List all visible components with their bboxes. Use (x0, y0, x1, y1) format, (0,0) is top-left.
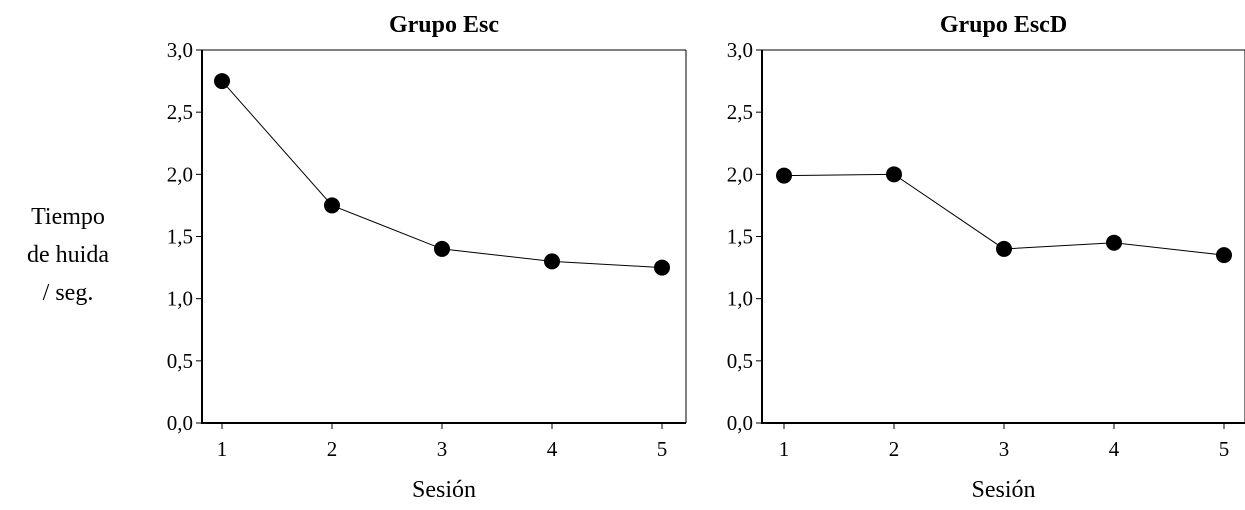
y-tick-label: 0,5 (727, 349, 753, 373)
x-tick-label: 2 (327, 437, 338, 461)
x-tick-label: 1 (217, 437, 228, 461)
y-tick-label: 3,0 (727, 38, 753, 62)
chart-title: Grupo EscD (940, 12, 1067, 38)
chart-title: Grupo Esc (389, 12, 499, 38)
y-axis-label-line-2: de huida (27, 242, 109, 268)
x-tick-label: 3 (437, 437, 448, 461)
data-point (1106, 234, 1122, 251)
y-axis-label-line-1: Tiempo (31, 204, 105, 230)
y-tick-label: 2,0 (167, 162, 193, 186)
y-tick-label: 0,0 (167, 411, 193, 435)
x-tick-label: 1 (779, 437, 790, 461)
x-tick-label: 2 (889, 437, 900, 461)
y-tick-label: 2,0 (727, 162, 753, 186)
x-tick-label: 5 (1219, 437, 1230, 461)
y-tick-label: 2,5 (167, 100, 193, 124)
data-point (214, 73, 230, 90)
data-point (544, 253, 560, 270)
data-point (434, 240, 450, 257)
shared-y-axis-label: Tiempo de huida / seg. (27, 204, 109, 306)
x-tick-label: 4 (1109, 437, 1120, 461)
chart-panel-grupo-esc: Grupo Esc 0,0 0,5 1,0 1,5 2,0 2,5 3,0 1 2 3 4 5 Sesió… (167, 12, 687, 503)
y-tick-label: 0,0 (727, 411, 753, 435)
x-tick-label: 4 (547, 437, 558, 461)
x-axis-label: Sesión (412, 477, 476, 503)
data-point (776, 167, 792, 184)
y-axis-label-line-3: / seg. (43, 280, 94, 306)
data-point (324, 197, 340, 214)
data-point (654, 259, 670, 276)
y-tick-label: 0,5 (167, 349, 193, 373)
x-axis-label: Sesión (971, 477, 1035, 503)
series-line (221, 80, 663, 269)
x-tick-label: 5 (657, 437, 668, 461)
data-point (886, 166, 902, 183)
y-tick-label: 1,0 (167, 287, 193, 311)
x-tick-label: 3 (999, 437, 1010, 461)
y-tick-label: 1,5 (727, 225, 753, 249)
data-point (1216, 247, 1232, 264)
y-tick-label: 2,5 (727, 100, 753, 124)
data-point (996, 240, 1012, 257)
chart-panel-grupo-escd: Grupo EscD 0,0 0,5 1,0 1,5 2,0 2,5 3,0 1 2 3 4 5 Sesi… (727, 12, 1245, 503)
y-tick-label: 1,5 (167, 225, 193, 249)
y-tick-label: 1,0 (727, 287, 753, 311)
y-tick-label: 3,0 (167, 38, 193, 62)
